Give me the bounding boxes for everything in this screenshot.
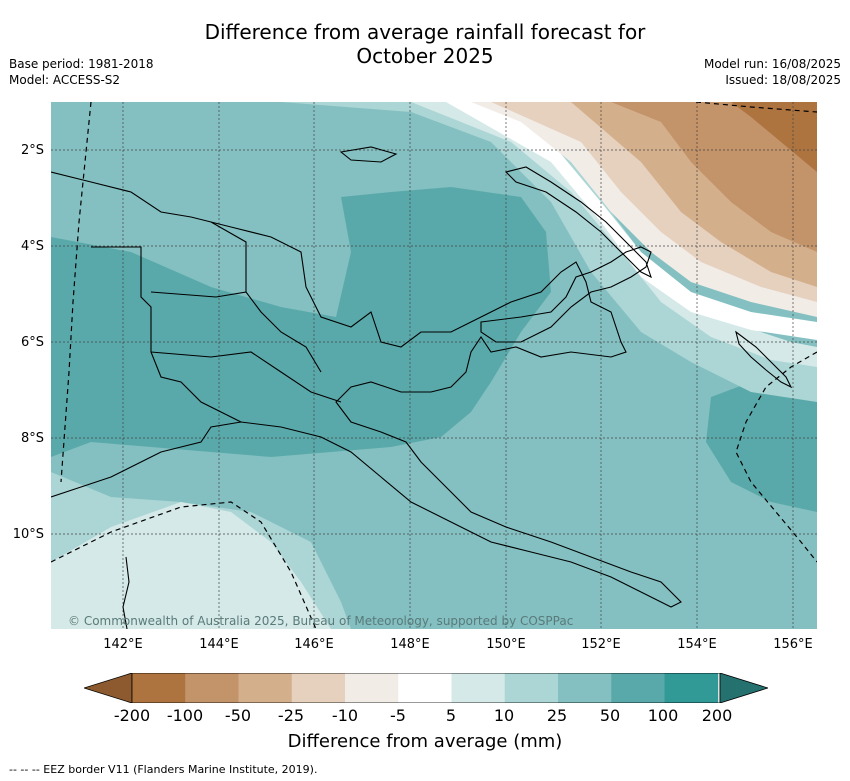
map-title: Difference from average rainfall forecas… (0, 20, 850, 68)
colorbar-cell (132, 673, 186, 703)
colorbar-cell (345, 673, 399, 703)
colorbar-cell (504, 673, 559, 703)
cb-tick-minus5: -5 (390, 706, 406, 725)
cb-tick-100: 100 (647, 706, 679, 725)
band-50-100-west (51, 187, 551, 457)
colorbar-cell (451, 673, 506, 703)
lon-label-148e: 148°E (390, 637, 430, 652)
lat-label-6s: 6°S (20, 335, 44, 350)
lon-label-150e: 150°E (486, 637, 526, 652)
title-line-2: October 2025 (356, 44, 494, 68)
lon-label-146e: 146°E (294, 637, 334, 652)
lon-label-156e: 156°E (773, 637, 813, 652)
cb-tick-minus200: -200 (113, 706, 151, 725)
colorbar-cell (185, 673, 239, 703)
base-period: Base period: 1981-2018 (9, 57, 154, 71)
colorbar-cell (664, 673, 719, 703)
eez-borders (51, 102, 817, 629)
lat-label-2s: 2°S (20, 143, 44, 158)
cb-tick-25: 25 (546, 706, 568, 725)
band-50-100-east (706, 382, 817, 512)
model-run: Model run: 16/08/2025 (703, 57, 841, 71)
cb-tick-10: 10 (493, 706, 515, 725)
cb-tick-50: 50 (599, 706, 621, 725)
lat-label-8s: 8°S (20, 431, 44, 446)
colorbar-cell (558, 673, 612, 703)
colorbar-label: Difference from average (mm) (287, 731, 563, 752)
cb-tick-minus25: -25 (277, 706, 305, 725)
lat-label-10s: 10°S (12, 527, 44, 542)
eez-legend: -- -- -- EEZ border V11 (Flanders Marine… (9, 763, 318, 776)
metadata-left: Base period: 1981-2018 Model: ACCESS-S2 (9, 56, 154, 88)
copyright-notice: © Commonwealth of Australia 2025, Bureau… (68, 614, 574, 628)
model-name: Model: ACCESS-S2 (9, 73, 121, 87)
cb-tick-minus10: -10 (331, 706, 359, 725)
rainfall-map (51, 102, 817, 629)
colorbar-cell (398, 673, 452, 703)
cb-tick-minus100: -100 (166, 706, 204, 725)
lon-label-154e: 154°E (677, 637, 717, 652)
cb-tick-minus50: -50 (224, 706, 252, 725)
lon-label-144e: 144°E (199, 637, 239, 652)
cb-tick-5: 5 (445, 706, 457, 725)
cb-tick-200: 200 (701, 706, 733, 725)
lat-label-4s: 4°S (20, 239, 44, 254)
colorbar-cell (238, 673, 293, 703)
metadata-right: Model run: 16/08/2025 Issued: 18/08/2025 (704, 56, 841, 88)
colorbar (84, 673, 768, 703)
title-line-1: Difference from average rainfall forecas… (204, 20, 646, 44)
colorbar-extend-low (84, 673, 133, 703)
lon-label-152e: 152°E (581, 637, 621, 652)
band-minus50-minus100 (611, 102, 817, 252)
colorbar-extend-high (719, 673, 768, 703)
issued-date: Issued: 18/08/2025 (725, 73, 841, 87)
coastlines (51, 146, 793, 629)
lon-label-142e: 142°E (103, 637, 143, 652)
colorbar-cell (291, 673, 346, 703)
colorbar-cell (611, 673, 665, 703)
band-10-25-north (281, 102, 817, 402)
band-minus100-minus200 (731, 102, 817, 172)
